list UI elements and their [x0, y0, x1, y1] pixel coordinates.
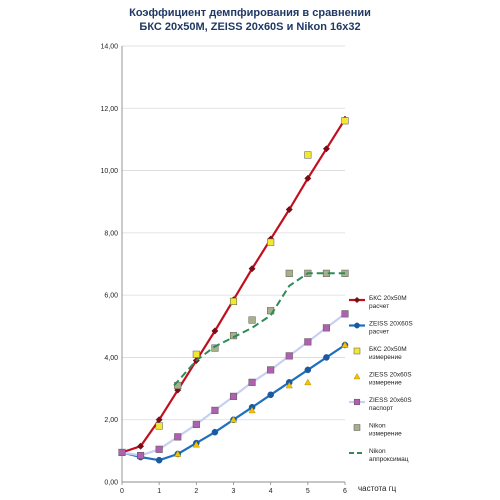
legend-label: расчет	[369, 329, 389, 336]
series-0-point	[322, 145, 330, 153]
series-3-point	[248, 406, 256, 414]
legend-marker-5	[353, 424, 361, 431]
series-1-point	[323, 354, 330, 361]
series-1-point	[155, 456, 163, 464]
legend-label: ZIESS 20x60S	[369, 372, 412, 379]
series-4-point	[211, 406, 219, 414]
series-3-point	[285, 381, 293, 389]
legend-label: ZIESS 20x60S	[369, 397, 412, 404]
series-3-point	[341, 341, 349, 348]
series-0-point	[285, 205, 293, 214]
series-4-point	[137, 451, 145, 460]
series-4-point	[304, 338, 312, 346]
series-4-point	[155, 445, 163, 453]
legend-label: Nikon	[369, 448, 386, 455]
series-4-point	[248, 378, 256, 386]
chart-title-line: Коэффициент демпфирования в сравнении	[129, 7, 371, 19]
legend-label: измерение	[369, 354, 402, 361]
series-2-point	[155, 422, 163, 430]
legend-marker-0	[353, 296, 361, 304]
y-tick-label: 2,00	[104, 417, 118, 424]
legend-marker-2	[353, 347, 361, 355]
legend-label: аппроксимац	[369, 456, 409, 463]
series-5-point	[248, 316, 256, 324]
x-tick-label: 0	[120, 488, 124, 495]
series-0-point	[137, 442, 145, 450]
series-4-point	[267, 366, 275, 374]
y-tick-label: 12,00	[100, 106, 118, 113]
x-tick-label: 2	[194, 488, 198, 495]
legend-label: Nikon	[369, 423, 386, 430]
x-tick-label: 4	[269, 488, 273, 495]
legend-label: измерение	[369, 380, 402, 387]
legend-marker-4	[353, 398, 361, 406]
series-2-point	[341, 117, 349, 125]
legend-marker-3	[353, 372, 361, 380]
series-line-0	[121, 118, 346, 454]
series-2-point	[304, 151, 312, 159]
series-5-point	[285, 269, 293, 277]
series-3-point	[192, 440, 200, 448]
legend-label: паспорт	[369, 405, 393, 412]
legend-label: расчет	[369, 303, 389, 310]
series-4-point	[174, 433, 182, 441]
series-4-point	[322, 324, 330, 332]
legend-marker-1	[354, 322, 360, 329]
y-tick-label: 6,00	[104, 293, 118, 300]
series-0-point	[211, 327, 219, 335]
series-0-point	[248, 265, 256, 273]
legend-label: ZEISS 20X60S	[369, 321, 413, 328]
series-5-point	[211, 344, 219, 352]
series-line-1	[121, 344, 346, 462]
series-0-point	[304, 174, 312, 182]
x-axis-label: частота гц	[358, 484, 397, 493]
chart-title-line: БКС 20х50М, ZEISS 20х60S и Nikon 16х32	[139, 21, 360, 33]
series-4-point	[285, 352, 293, 360]
y-tick-label: 0,00	[104, 480, 118, 487]
x-tick-label: 6	[343, 488, 347, 495]
series-2-point	[229, 297, 238, 305]
series-2-point	[267, 238, 275, 246]
series-4-point	[229, 392, 238, 400]
series-1-point	[304, 366, 312, 374]
series-3-point	[174, 450, 182, 457]
legend-label: измерение	[369, 431, 402, 438]
legend-label: БКС 20х50М	[369, 346, 407, 353]
series-4-point	[118, 448, 126, 456]
legend-label: БКС 20х50М	[369, 295, 407, 302]
y-tick-label: 10,00	[100, 168, 118, 175]
series-0-point	[174, 386, 182, 394]
series-2-point	[192, 350, 200, 358]
series-3-point	[229, 415, 238, 423]
x-tick-label: 1	[157, 488, 161, 495]
series-1-point	[211, 428, 219, 436]
y-tick-label: 14,00	[100, 44, 118, 51]
x-tick-label: 3	[232, 488, 236, 495]
series-dashed-line-6	[173, 272, 345, 387]
x-tick-label: 5	[306, 488, 310, 495]
series-4-point	[192, 420, 200, 428]
series-4-point	[341, 310, 349, 318]
y-tick-label: 4,00	[104, 355, 118, 362]
series-3-point	[304, 378, 312, 386]
y-tick-label: 8,00	[104, 230, 118, 237]
series-1-point	[267, 391, 274, 399]
